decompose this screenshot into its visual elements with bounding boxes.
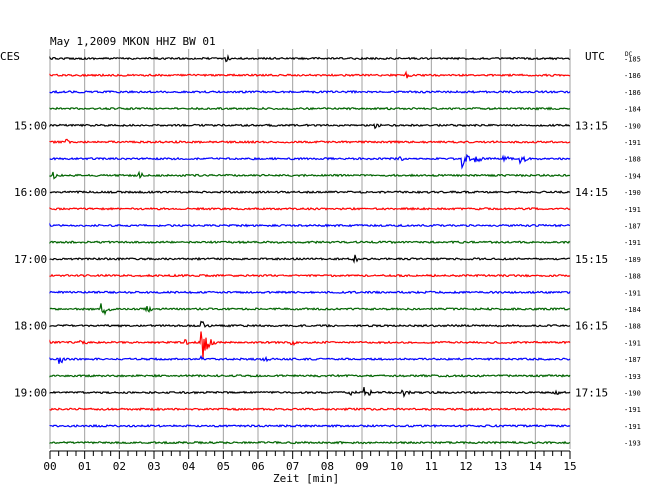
grid-lines	[49, 49, 571, 449]
trace-row-19	[49, 373, 571, 378]
traces-group	[49, 53, 571, 445]
trace-row-10	[49, 222, 571, 228]
left-time-label: 19:00	[14, 387, 47, 400]
dc-value-label: -186	[624, 89, 641, 97]
x-tick-label: 03	[147, 460, 160, 473]
x-tick-label: 01	[78, 460, 91, 473]
trace-row-1	[49, 70, 571, 79]
x-tick-label: 04	[182, 460, 196, 473]
left-zone-label: CES	[0, 50, 20, 63]
trace-row-20	[49, 386, 571, 398]
trace-row-13	[49, 273, 571, 278]
trace-row-15	[49, 303, 571, 316]
trace-row-12	[49, 254, 571, 264]
x-tick-label: 08	[321, 460, 334, 473]
right-time-label: 16:15	[575, 320, 608, 333]
dc-value-label: -191	[624, 339, 641, 347]
x-tick-label: 12	[459, 460, 472, 473]
trace-row-6	[49, 153, 571, 170]
dc-value-label: -188	[624, 273, 641, 281]
dc-value-label: -191	[624, 289, 641, 297]
trace-row-5	[49, 138, 571, 145]
left-time-label: 18:00	[14, 320, 47, 333]
dc-value-label: -191	[624, 423, 641, 431]
dc-value-label: -186	[624, 72, 641, 80]
dc-value-label: -191	[624, 239, 641, 247]
x-tick-label: 13	[494, 460, 507, 473]
x-tick-label: 00	[43, 460, 56, 473]
left-time-labels: 15:00 16:00 17:00 18:00 19:00	[14, 119, 47, 399]
dc-value-label: -189	[624, 256, 641, 264]
right-time-label: 15:15	[575, 253, 608, 266]
left-time-label: 17:00	[14, 253, 47, 266]
dc-value-label: -187	[624, 223, 641, 231]
dc-value-label: -188	[624, 323, 641, 331]
trace-row-8	[49, 190, 571, 195]
x-tick-label: 11	[425, 460, 438, 473]
dc-value-label: -185	[624, 56, 641, 64]
trace-row-3	[49, 106, 571, 111]
x-tick-label: 07	[286, 460, 299, 473]
left-time-label: 16:00	[14, 186, 47, 199]
dc-value-label: -191	[624, 139, 641, 147]
dc-value-label: -193	[624, 440, 641, 448]
dc-value-label: -191	[624, 406, 641, 414]
x-tick-label: 10	[390, 460, 403, 473]
right-zone-label: UTC	[585, 50, 605, 63]
trace-row-11	[49, 240, 571, 245]
x-axis-label: Zeit [min]	[273, 472, 339, 485]
dc-value-label: -188	[624, 156, 641, 164]
dc-value-label: -187	[624, 356, 641, 364]
x-tick-label: 06	[251, 460, 264, 473]
trace-row-2	[49, 89, 571, 94]
dc-value-label: -190	[624, 189, 641, 197]
x-axis: 00 01 02 03 04 05 06 07 08 09 10 11 12 13 14 15	[43, 450, 577, 473]
dc-value-label: -190	[624, 122, 641, 130]
trace-row-4	[49, 123, 571, 130]
trace-row-22	[49, 423, 571, 428]
trace-row-7	[49, 170, 571, 180]
x-tick-label: 02	[113, 460, 126, 473]
dc-value-label: -193	[624, 373, 641, 381]
chart-title: May 1,2009 MKON HHZ BW 01	[50, 35, 216, 48]
x-tick-label: 09	[355, 460, 368, 473]
right-time-label: 17:15	[575, 387, 608, 400]
right-time-label: 14:15	[575, 186, 608, 199]
x-tick-label: 05	[217, 460, 230, 473]
x-tick-label: 14	[529, 460, 543, 473]
left-time-label: 15:00	[14, 119, 47, 132]
trace-row-21	[49, 407, 571, 412]
trace-row-17	[49, 331, 571, 359]
dc-value-label: -190	[624, 390, 641, 398]
trace-row-9	[49, 206, 571, 211]
trace-row-14	[49, 290, 571, 295]
right-time-labels: 13:15 14:15 15:15 16:15 17:15	[575, 119, 608, 399]
trace-row-23	[49, 440, 571, 445]
dc-value-label: -184	[624, 106, 641, 114]
trace-row-0	[49, 53, 571, 63]
trace-row-16	[49, 320, 571, 328]
x-tick-label: 15	[563, 460, 576, 473]
dc-value-label: -184	[624, 306, 641, 314]
trace-row-18	[49, 354, 571, 364]
dc-value-labels: -185 -186 -186 -184 -190 -191 -188 -194 -190 -191…	[624, 56, 641, 448]
dc-value-label: -194	[624, 172, 641, 180]
right-time-label: 13:15	[575, 119, 608, 132]
dc-value-label: -191	[624, 206, 641, 214]
dc-label: DC	[625, 51, 633, 58]
